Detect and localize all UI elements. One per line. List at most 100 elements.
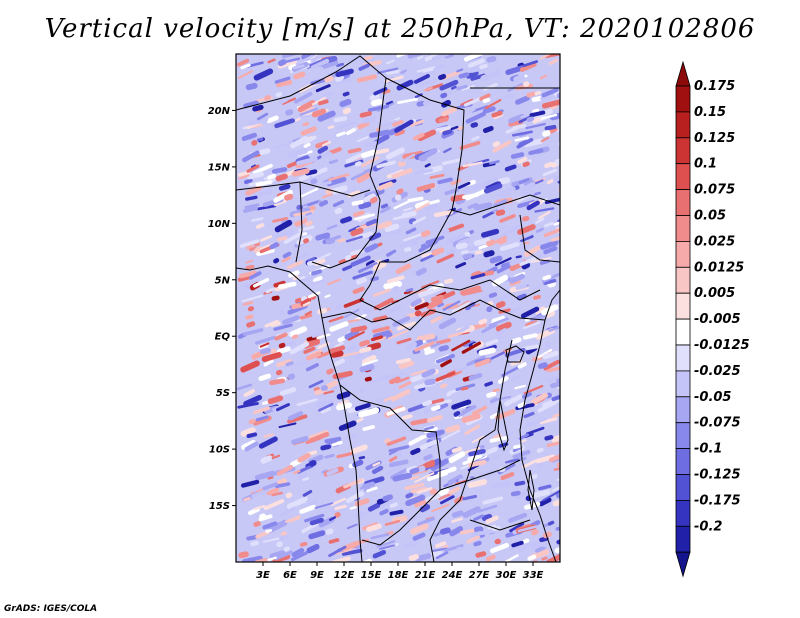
field-cell [312,275,323,283]
field-cell [438,345,449,352]
field-cell [535,545,547,553]
field-cell [479,176,499,189]
field-cell [284,341,297,346]
field-cell [549,111,560,121]
field-cell [315,140,330,149]
field-cell [352,270,373,280]
field-cell [523,138,544,148]
field-cell [438,73,447,81]
colorbar-box [675,292,691,320]
colorbar-label: 0.175 [694,79,735,94]
field-cell [553,465,560,471]
colorbar-box [675,137,691,165]
grads-credit: GrADS: IGES/COLA [4,604,98,614]
field-cell [282,251,292,259]
field-cell [354,161,362,167]
field-cell [482,211,495,219]
field-cell [520,306,540,319]
field-cell [546,325,558,331]
field-cell [262,521,278,530]
field-cell [392,472,413,482]
field-cell [441,70,460,81]
field-cell [537,362,548,370]
field-cell [317,145,329,154]
field-cell [509,522,525,533]
field-cell [433,210,453,218]
field-cell [404,540,419,549]
field-cell [386,249,397,257]
field-cell [342,91,350,97]
field-cell [372,325,390,334]
field-cell [337,335,347,343]
field-cell [299,187,319,198]
field-cell [524,245,541,257]
field-cell [409,119,425,127]
colorbar-label: 0.005 [694,286,735,301]
field-cell [244,178,253,185]
lon-label: 3E [256,570,270,581]
field-cell [554,158,560,165]
field-cell [547,520,555,526]
field-cell [302,301,311,307]
field-cell [461,84,475,91]
field-cell [285,361,294,367]
field-cell [394,129,406,137]
field-cell [332,199,345,208]
field-cell [328,545,347,558]
field-cell [500,471,515,481]
field-cell [311,330,329,338]
field-cell [276,541,283,548]
field-cell [522,60,539,68]
field-cell [495,408,516,420]
field-cell [349,444,368,455]
field-cell [311,96,327,106]
field-cell [306,351,322,361]
field-cell [514,136,530,142]
field-cell [358,456,366,460]
field-cell [489,255,503,264]
field-cell [270,348,277,355]
field-cell [278,309,285,316]
field-cell [305,212,312,216]
field-cell [537,348,553,359]
field-cell [337,238,346,243]
field-cell [556,376,560,384]
field-cell [414,74,430,84]
lat-label: 5S [216,388,230,399]
field-cell [259,513,267,520]
field-cell [409,467,420,475]
field-cell [267,58,276,64]
field-cell [364,190,378,196]
field-cell [284,515,301,523]
field-cell [376,160,396,169]
field-cell [261,351,282,363]
field-cell [415,553,432,562]
field-cell [430,405,441,412]
field-cell [265,528,273,533]
field-cell [404,482,425,491]
field-cell [330,185,348,195]
field-cell [553,296,560,305]
field-cell [410,447,421,456]
field-cell [312,252,332,263]
field-cell [404,247,412,252]
field-cell [509,257,524,266]
field-cell [402,207,413,212]
field-cell [290,136,309,149]
field-cell [308,530,326,540]
field-cell [327,345,346,354]
field-cell [536,447,544,453]
field-cell [278,96,290,105]
field-cell [356,136,369,143]
field-cell [291,436,309,445]
field-cell [453,495,465,504]
field-cell [535,217,545,224]
field-cell [519,257,536,267]
border-zambia [439,459,531,531]
field-cell [477,446,498,458]
field-cell [258,514,273,522]
field-cell [537,210,551,220]
field-cell [248,418,256,425]
field-cell [310,178,318,185]
field-cell [385,372,405,380]
